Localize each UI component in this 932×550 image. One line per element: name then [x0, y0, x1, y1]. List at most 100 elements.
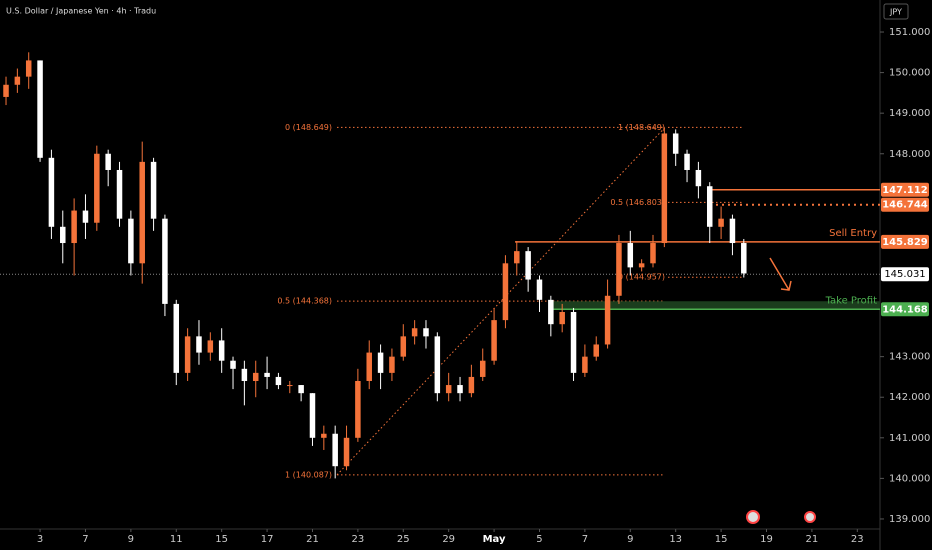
- candle-body: [230, 360, 236, 369]
- current-price-box: [881, 267, 929, 282]
- candle-body: [162, 218, 168, 304]
- x-tick-label: 25: [397, 534, 410, 545]
- current-price-label: 145.031: [884, 269, 925, 280]
- candle-body: [706, 186, 713, 227]
- candle-body: [479, 360, 486, 377]
- y-tick-label: 149.000: [889, 108, 930, 119]
- candle-body: [559, 312, 565, 325]
- price-box: [881, 182, 929, 197]
- x-tick-label: 13: [669, 534, 682, 545]
- candle-body: [218, 340, 225, 361]
- price-box: [881, 302, 929, 317]
- x-tick-label: 15: [715, 534, 728, 545]
- candle-body: [14, 76, 21, 85]
- y-tick-label: 151.000: [889, 27, 930, 38]
- candle-body: [582, 356, 588, 373]
- candle-body: [514, 251, 520, 264]
- candle-body: [593, 344, 599, 357]
- candle-body: [139, 161, 145, 264]
- fib-label: 0.5 (144.368): [277, 297, 332, 306]
- currency[interactable]: JPY: [889, 8, 902, 17]
- candle-body: [94, 153, 100, 223]
- x-tick-label: 9: [128, 534, 134, 545]
- candle-body: [604, 295, 611, 345]
- candle-body: [321, 433, 327, 438]
- x-tick-label: 19: [760, 534, 773, 545]
- level-name: Sell Entry: [829, 228, 877, 239]
- y-tick-label: 139.000: [889, 514, 930, 525]
- candle-body: [252, 372, 259, 381]
- y-tick-label: 148.000: [889, 149, 930, 160]
- x-tick-label: 3: [37, 534, 43, 545]
- price-box-label: 145.829: [882, 237, 928, 248]
- y-tick-label: 143.000: [889, 352, 930, 363]
- x-tick-label: 15: [215, 534, 228, 545]
- candle-body: [672, 133, 679, 154]
- candle-body: [264, 372, 270, 377]
- candle-body: [389, 356, 395, 373]
- take-profit-zone: [550, 301, 880, 310]
- candle-body: [343, 437, 350, 467]
- candle-body: [298, 385, 304, 394]
- candle-body: [457, 385, 463, 394]
- candle-body: [718, 218, 724, 227]
- x-tick-label: 7: [82, 534, 88, 545]
- arrow: [769, 257, 792, 291]
- event-icon[interactable]: [746, 510, 760, 524]
- price-box-label: 144.168: [882, 304, 928, 315]
- candle-body: [60, 226, 66, 244]
- level-name: Take Profit: [825, 295, 878, 306]
- candle-body: [241, 368, 248, 381]
- y-tick-label: 140.000: [889, 473, 930, 484]
- fib-label: 1 (148.649): [618, 123, 665, 132]
- candle-body: [196, 336, 202, 353]
- candle-body: [48, 157, 55, 227]
- candle-body: [207, 340, 214, 353]
- price-box: [881, 234, 929, 249]
- candle-body: [548, 299, 554, 325]
- candle-body: [128, 218, 134, 264]
- candle-body: [25, 60, 32, 77]
- x-tick-label: 23: [851, 534, 864, 545]
- fib-label: 1 (140.087): [285, 470, 332, 479]
- candle-body: [377, 352, 384, 373]
- x-tick-label: 9: [627, 534, 633, 545]
- x-tick-label: 17: [261, 534, 274, 545]
- candle-body: [627, 243, 634, 268]
- candle-body: [468, 376, 475, 394]
- x-tick-label: 5: [536, 534, 542, 545]
- candle-body: [287, 385, 293, 387]
- fib-label: 0 (148.649): [285, 123, 332, 132]
- candle-body: [661, 133, 668, 244]
- candle-body: [3, 84, 9, 97]
- candle-body: [366, 352, 372, 381]
- candle-body: [729, 218, 736, 244]
- price-box: [881, 197, 929, 212]
- currency-box[interactable]: [883, 3, 909, 20]
- candle-body: [684, 153, 690, 170]
- candle-body: [184, 336, 191, 373]
- candle-body: [105, 153, 111, 170]
- event-icon[interactable]: [804, 511, 816, 523]
- candle-body: [491, 320, 497, 361]
- x-tick-label: May: [483, 534, 506, 545]
- candle-body: [650, 243, 656, 264]
- candle-body: [525, 251, 531, 280]
- chart-title: U.S. Dollar / Japanese Yen · 4h · Tradu: [6, 7, 156, 16]
- x-tick-label: 11: [170, 534, 183, 545]
- candle-body: [173, 303, 180, 373]
- candle-body: [332, 433, 338, 467]
- price-box-label: 147.112: [882, 185, 928, 196]
- candle-body: [695, 169, 702, 187]
- candle-body: [150, 161, 157, 219]
- x-tick-label: 21: [806, 534, 819, 545]
- candle-body: [434, 336, 441, 394]
- fib-label: 0.5 (146.803): [610, 198, 665, 207]
- candle-body: [82, 210, 89, 223]
- candle-body: [638, 263, 645, 268]
- x-tick-label: 7: [582, 534, 588, 545]
- y-tick-label: 142.000: [889, 392, 930, 403]
- fib-label: 0 (144.957): [618, 273, 665, 282]
